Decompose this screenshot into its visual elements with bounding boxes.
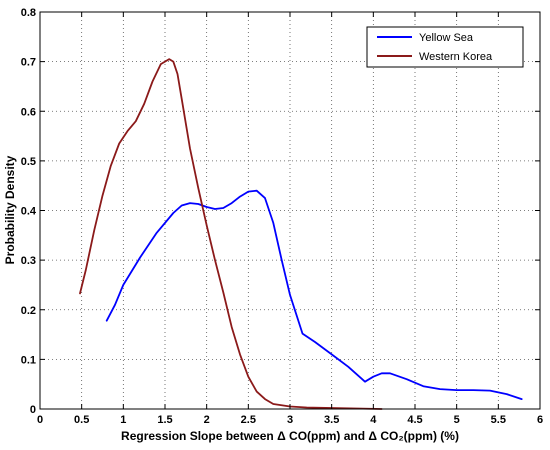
series-layer xyxy=(79,58,523,410)
x-tick-label: 4.5 xyxy=(407,414,422,426)
x-tick-label: 3 xyxy=(287,414,293,426)
legend: Yellow Sea Western Korea xyxy=(366,26,524,68)
legend-label-yellow-sea: Yellow Sea xyxy=(419,32,474,44)
y-tick-label: 0.5 xyxy=(21,156,36,168)
y-tick-label: 0.2 xyxy=(21,305,36,317)
y-tick-label: 0.1 xyxy=(21,354,36,366)
series-line-yellow-sea xyxy=(105,189,523,401)
x-tick-label: 0.5 xyxy=(74,414,89,426)
y-tick-label: 0.8 xyxy=(21,7,36,19)
y-tick-label: 0.4 xyxy=(21,206,37,218)
y-ticks: 0 0.1 0.2 0.3 0.4 0.5 0.6 0.7 0.8 xyxy=(21,7,540,416)
x-tick-label: 2 xyxy=(204,414,210,426)
legend-box xyxy=(366,26,524,68)
x-tick-label: 1 xyxy=(120,414,126,426)
x-tick-label: 0 xyxy=(37,414,43,426)
y-tick-label: 0 xyxy=(30,404,36,416)
x-tick-label: 2.5 xyxy=(241,414,256,426)
x-ticks: 0 0.5 1 1.5 2 2.5 3 3.5 4 4.5 5 5.5 6 xyxy=(37,12,543,426)
y-tick-label: 0.6 xyxy=(21,106,36,118)
series-line-western-korea xyxy=(79,58,383,410)
y-axis-title: Probability Density xyxy=(3,155,17,264)
x-tick-label: 6 xyxy=(537,414,543,426)
x-tick-label: 1.5 xyxy=(157,414,172,426)
y-tick-label: 0.3 xyxy=(21,255,36,267)
y-tick-label: 0.7 xyxy=(21,57,36,69)
x-tick-label: 5.5 xyxy=(491,414,506,426)
x-tick-label: 5 xyxy=(454,414,460,426)
x-axis-title: Regression Slope between Δ CO(ppm) and Δ… xyxy=(121,429,459,443)
legend-label-western-korea: Western Korea xyxy=(419,51,493,63)
x-tick-label: 3.5 xyxy=(324,414,339,426)
x-tick-label: 4 xyxy=(370,414,377,426)
